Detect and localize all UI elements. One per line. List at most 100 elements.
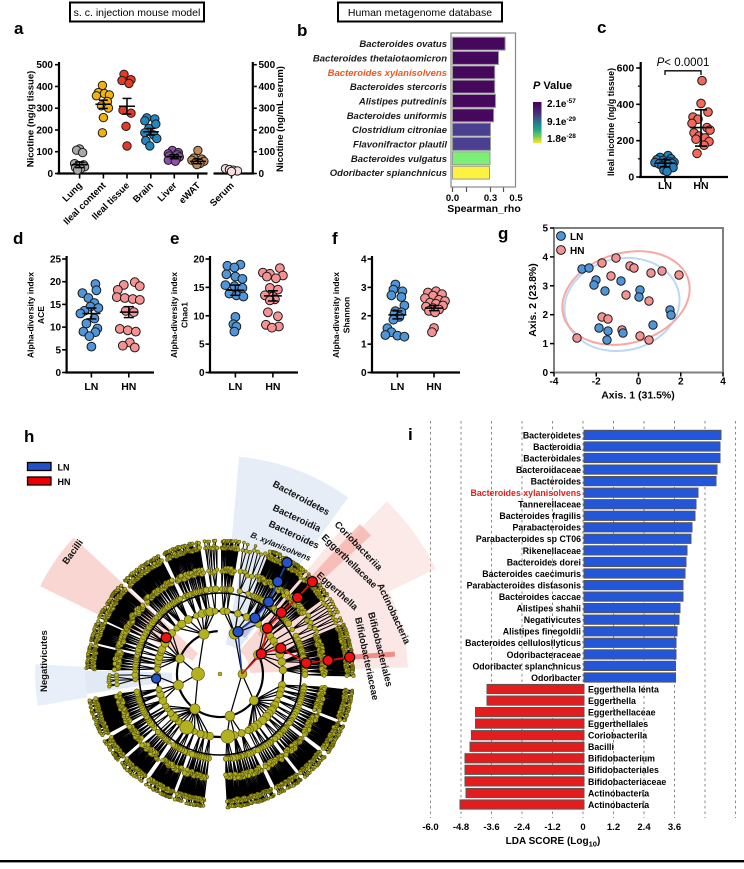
svg-text:Alistipes putredinis: Alistipes putredinis — [358, 97, 447, 108]
svg-text:Bacteroidales: Bacteroidales — [523, 453, 581, 463]
svg-text:HN: HN — [693, 180, 708, 192]
svg-text:Shannon: Shannon — [342, 297, 352, 333]
svg-text:d: d — [13, 229, 23, 248]
svg-text:Bacteroides uniformis: Bacteroides uniformis — [347, 111, 447, 122]
svg-text:0.3: 0.3 — [484, 193, 497, 204]
svg-text:a: a — [14, 19, 24, 38]
svg-text:Parabacteroides: Parabacteroides — [513, 523, 582, 533]
svg-text:i: i — [408, 425, 413, 444]
svg-text:Actinobacteria: Actinobacteria — [588, 788, 649, 798]
svg-text:Bacteroides vulgatus: Bacteroides vulgatus — [351, 154, 447, 165]
svg-text:2.4: 2.4 — [637, 822, 651, 833]
svg-text:b: b — [297, 21, 307, 40]
svg-text:0: 0 — [542, 368, 548, 379]
svg-text:15: 15 — [50, 300, 62, 311]
svg-text:Bifidobacterium: Bifidobacterium — [588, 754, 655, 764]
svg-text:4: 4 — [720, 377, 726, 388]
svg-text:Chao1: Chao1 — [180, 302, 190, 328]
svg-text:HN: HN — [265, 381, 280, 393]
svg-text:-1.2: -1.2 — [544, 822, 560, 833]
svg-text:0: 0 — [628, 172, 634, 184]
svg-text:20: 20 — [193, 255, 205, 266]
svg-text:400: 400 — [259, 82, 276, 93]
svg-text:Bacteroidia: Bacteroidia — [533, 442, 581, 452]
svg-text:Parabacteroides sp CT06: Parabacteroides sp CT06 — [476, 534, 581, 544]
svg-text:5: 5 — [542, 224, 548, 235]
svg-text:-3.6: -3.6 — [483, 822, 499, 833]
svg-text:HN: HN — [121, 381, 136, 393]
svg-text:0: 0 — [636, 377, 642, 388]
svg-text:Spearman_rho: Spearman_rho — [447, 203, 521, 215]
svg-text:g: g — [498, 224, 508, 243]
svg-text:25: 25 — [50, 255, 62, 266]
svg-text:LN: LN — [570, 232, 583, 243]
svg-text:2: 2 — [678, 377, 684, 388]
svg-text:2: 2 — [361, 311, 367, 322]
svg-text:0.0: 0.0 — [446, 193, 459, 204]
svg-text:300: 300 — [36, 104, 53, 115]
svg-text:1: 1 — [361, 340, 367, 351]
svg-text:100: 100 — [36, 147, 53, 158]
svg-text:15: 15 — [193, 283, 205, 294]
svg-text:1.2: 1.2 — [607, 822, 620, 833]
svg-text:Bacteroides: Bacteroides — [531, 477, 581, 487]
svg-text:HN: HN — [58, 477, 71, 487]
svg-text:Clostridium citroniae: Clostridium citroniae — [352, 125, 448, 136]
svg-text:-2: -2 — [592, 377, 601, 388]
svg-text:h: h — [24, 427, 34, 446]
svg-text:200: 200 — [617, 135, 635, 147]
svg-text:Bacteroides caecimuris: Bacteroides caecimuris — [482, 569, 581, 579]
svg-text:100: 100 — [259, 147, 276, 158]
svg-text:Nicotine (ng/mL serum): Nicotine (ng/mL serum) — [275, 66, 286, 172]
svg-text:Bacteroidaceae: Bacteroidaceae — [516, 465, 581, 475]
svg-text:600: 600 — [617, 62, 635, 74]
svg-text:LN: LN — [84, 381, 98, 393]
svg-text:Bacteroides dorei: Bacteroides dorei — [507, 557, 581, 567]
svg-text:Negativicutes: Negativicutes — [524, 615, 581, 625]
svg-text:Eggerthellales: Eggerthellales — [588, 719, 648, 729]
svg-text:Flavonifractor plautil: Flavonifractor plautil — [353, 140, 447, 151]
svg-text:Bacteroides ovatus: Bacteroides ovatus — [359, 39, 447, 50]
svg-text:0: 0 — [47, 169, 53, 180]
svg-text:Human metagenome database: Human metagenome database — [348, 7, 492, 19]
svg-text:Alistipes finegoldii: Alistipes finegoldii — [503, 627, 581, 637]
svg-text:Odoribacteraceae: Odoribacteraceae — [507, 650, 581, 660]
svg-text:Odoribacter: Odoribacter — [531, 673, 581, 683]
svg-text:Bacteroides caccae: Bacteroides caccae — [499, 592, 581, 602]
svg-text:0: 0 — [56, 368, 62, 379]
svg-text:Bifidobacteriaceae: Bifidobacteriaceae — [588, 777, 666, 787]
svg-text:Odoribacter spianchnicus: Odoribacter spianchnicus — [330, 168, 447, 179]
svg-text:20: 20 — [50, 277, 62, 288]
svg-text:400: 400 — [617, 99, 635, 111]
svg-text:Bacteroides xylanisolvens: Bacteroides xylanisolvens — [470, 488, 581, 498]
svg-text:P Value: P Value — [533, 80, 572, 92]
svg-text:3: 3 — [542, 281, 548, 292]
svg-text:Alpha-diversity index: Alpha-diversity index — [169, 272, 179, 358]
svg-text:HN: HN — [426, 381, 441, 393]
svg-text:Bacteroides fragilis: Bacteroides fragilis — [499, 511, 581, 521]
svg-text:0: 0 — [580, 822, 585, 833]
svg-text:Odoribacter splanchnicus: Odoribacter splanchnicus — [472, 661, 581, 671]
svg-text:2: 2 — [542, 310, 548, 321]
svg-text:ACE: ACE — [36, 306, 46, 324]
svg-text:10: 10 — [50, 323, 62, 334]
svg-text:Alpha-diversity index: Alpha-diversity index — [26, 272, 36, 358]
svg-text:s. c. injection mouse model: s. c. injection mouse model — [74, 7, 201, 19]
svg-text:HN: HN — [570, 246, 584, 257]
svg-text:Axis. 1 (31.5%): Axis. 1 (31.5%) — [601, 390, 675, 402]
svg-text:Bacteroides xylanisolvens: Bacteroides xylanisolvens — [328, 68, 447, 79]
svg-text:-4: -4 — [550, 377, 559, 388]
svg-text:Bacteroidetes: Bacteroidetes — [523, 430, 581, 440]
svg-text:c: c — [597, 18, 606, 37]
svg-text:Alpha-diversity index: Alpha-diversity index — [331, 272, 341, 358]
svg-text:Negativicutes: Negativicutes — [39, 630, 50, 692]
svg-text:0: 0 — [361, 368, 367, 379]
svg-text:Eggerthella: Eggerthella — [588, 696, 636, 706]
svg-text:5: 5 — [56, 345, 62, 356]
svg-text:Alistipes shahii: Alistipes shahii — [516, 604, 581, 614]
svg-text:Bacteroides cellulosllyticus: Bacteroides cellulosllyticus — [465, 638, 581, 648]
svg-text:0: 0 — [259, 169, 265, 180]
svg-text:-2.4: -2.4 — [514, 822, 531, 833]
svg-text:Eggerthellaceae: Eggerthellaceae — [588, 708, 656, 718]
svg-text:LN: LN — [228, 381, 242, 393]
